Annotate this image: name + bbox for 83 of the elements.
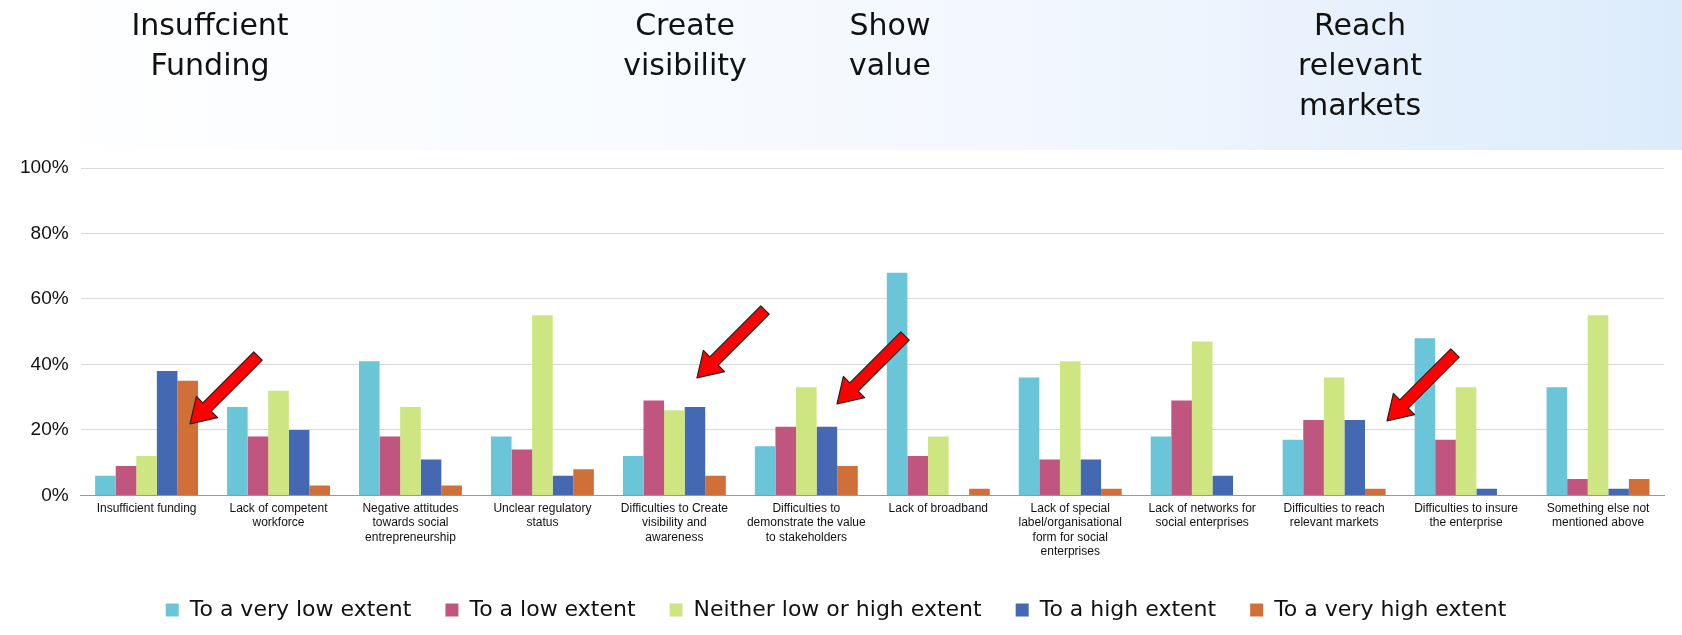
bar [573,469,594,495]
bar [156,370,178,495]
text: Reach relevant markets [1298,6,1423,122]
bar [1567,479,1588,495]
bar [1059,361,1081,495]
bar [837,465,858,495]
bar [664,410,685,495]
bar [1365,488,1386,495]
bar [379,436,401,495]
bar [511,449,533,495]
bar [227,407,248,495]
x-tick-label: Lack of competent workforce [229,500,329,530]
x-tick-label: Difficulties to Create visibility and awareness [620,500,729,544]
x-tick-label: Negative attitudes towards social entrepreneurship [362,500,459,544]
bar [247,436,269,495]
bar [775,426,797,495]
bar [288,429,310,495]
bar [1101,488,1122,495]
bar [1212,475,1234,495]
legend-label: To a low extent [468,595,636,621]
text: Insuffcient Funding [131,6,289,82]
bar [1344,420,1365,495]
x-tick-label: Difficulties to insure the enterprise [1414,500,1519,530]
bar [1282,439,1304,495]
x-tick-label: Difficulties to demonstrate the value to stakeholders [746,500,867,544]
bar [1080,459,1102,495]
bar [907,456,928,495]
legend-label: To a very low extent [188,595,412,621]
bar [1303,420,1324,495]
bar [969,488,990,495]
bar [816,426,838,495]
bar [490,436,512,495]
bar [1608,488,1629,495]
bar [1587,315,1609,495]
x-tick-label: Lack of broadband [888,500,988,515]
bar [115,465,137,495]
bar [886,272,908,495]
bar [1018,377,1040,495]
bar [359,361,380,495]
bar [1191,341,1213,495]
legend-label: Neither low or high extent [693,595,983,621]
legend-label: To a high extent [1038,595,1217,621]
bar [1323,377,1345,495]
text: Show value [849,6,931,82]
bar [684,407,706,495]
bar [1039,459,1060,495]
bar [1546,387,1568,495]
bar [1435,439,1456,495]
x-tick-label: Unclear regulatory status [493,500,592,530]
y-tick-label: 60% [30,287,69,309]
bar [796,387,817,495]
bar [622,456,644,495]
bar [1150,436,1172,495]
bar [268,390,289,495]
y-tick-label: 20% [30,418,69,440]
bar [532,315,553,495]
bar [136,456,157,495]
legend-label: To a very high extent [1273,595,1507,621]
bar [754,446,776,495]
bar [927,436,949,495]
bar [1171,400,1192,495]
x-tick-label: Difficulties to reach relevant markets [1283,500,1385,530]
text: Create visibility [623,6,747,82]
bar [400,407,421,495]
bar [705,475,726,495]
y-tick-label: 100% [19,156,69,178]
bar [177,380,199,495]
bar [1455,387,1477,495]
x-tick-label: Insufficient funding [96,500,197,515]
bar [420,459,442,495]
y-tick-label: 40% [30,352,69,374]
y-tick-label: 0% [41,483,69,505]
bar [1628,479,1650,495]
x-tick-label: Something else not mentioned above [1546,500,1651,530]
bar [1476,488,1497,495]
x-tick-label: Lack of special label/organisational form for social enterprises [1018,500,1122,559]
bar [309,485,330,495]
bar [643,400,665,495]
bar [552,475,574,495]
bar [95,475,116,495]
x-tick-label: Lack of networks for social enterprises [1148,500,1256,530]
bar [441,485,462,495]
y-tick-label: 80% [30,221,69,243]
